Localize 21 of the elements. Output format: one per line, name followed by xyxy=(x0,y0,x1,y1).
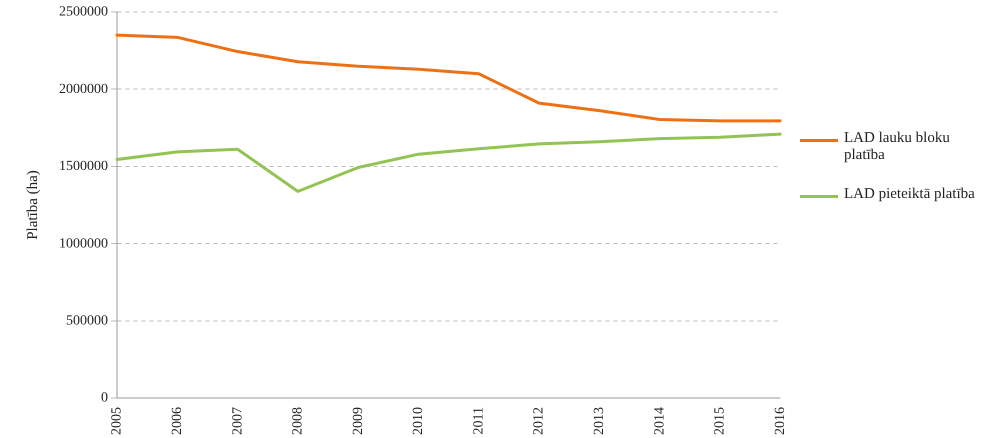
x-tick-label: 2013 xyxy=(592,407,607,435)
y-tick-label: 0 xyxy=(101,390,108,406)
x-tick-label: 2016 xyxy=(772,407,788,435)
x-tick-label: 2015 xyxy=(712,407,728,435)
x-tick-label: 2014 xyxy=(652,407,668,435)
x-tick-label: 2010 xyxy=(411,407,426,435)
x-tick-label: 2006 xyxy=(170,407,185,435)
legend-label: LAD pieteiktā platība xyxy=(844,186,975,203)
y-tick-label: 2500000 xyxy=(59,4,108,20)
legend-label: LAD lauku bloku platība xyxy=(844,130,951,164)
x-tick-label: 2005 xyxy=(110,407,125,435)
y-tick-label: 500000 xyxy=(66,313,108,328)
y-tick-label: 1500000 xyxy=(59,159,108,174)
x-tick-label: 2011 xyxy=(471,407,486,434)
x-tick-label: 2008 xyxy=(290,407,306,435)
y-tick-label: 2000000 xyxy=(59,82,108,97)
x-tick-label: 2007 xyxy=(230,407,246,435)
y-tick-label: 1000000 xyxy=(59,236,108,252)
y-axis-title: Platība (ha) xyxy=(24,170,41,240)
x-tick-label: 2009 xyxy=(350,407,366,435)
x-tick-label: 2012 xyxy=(532,407,547,435)
